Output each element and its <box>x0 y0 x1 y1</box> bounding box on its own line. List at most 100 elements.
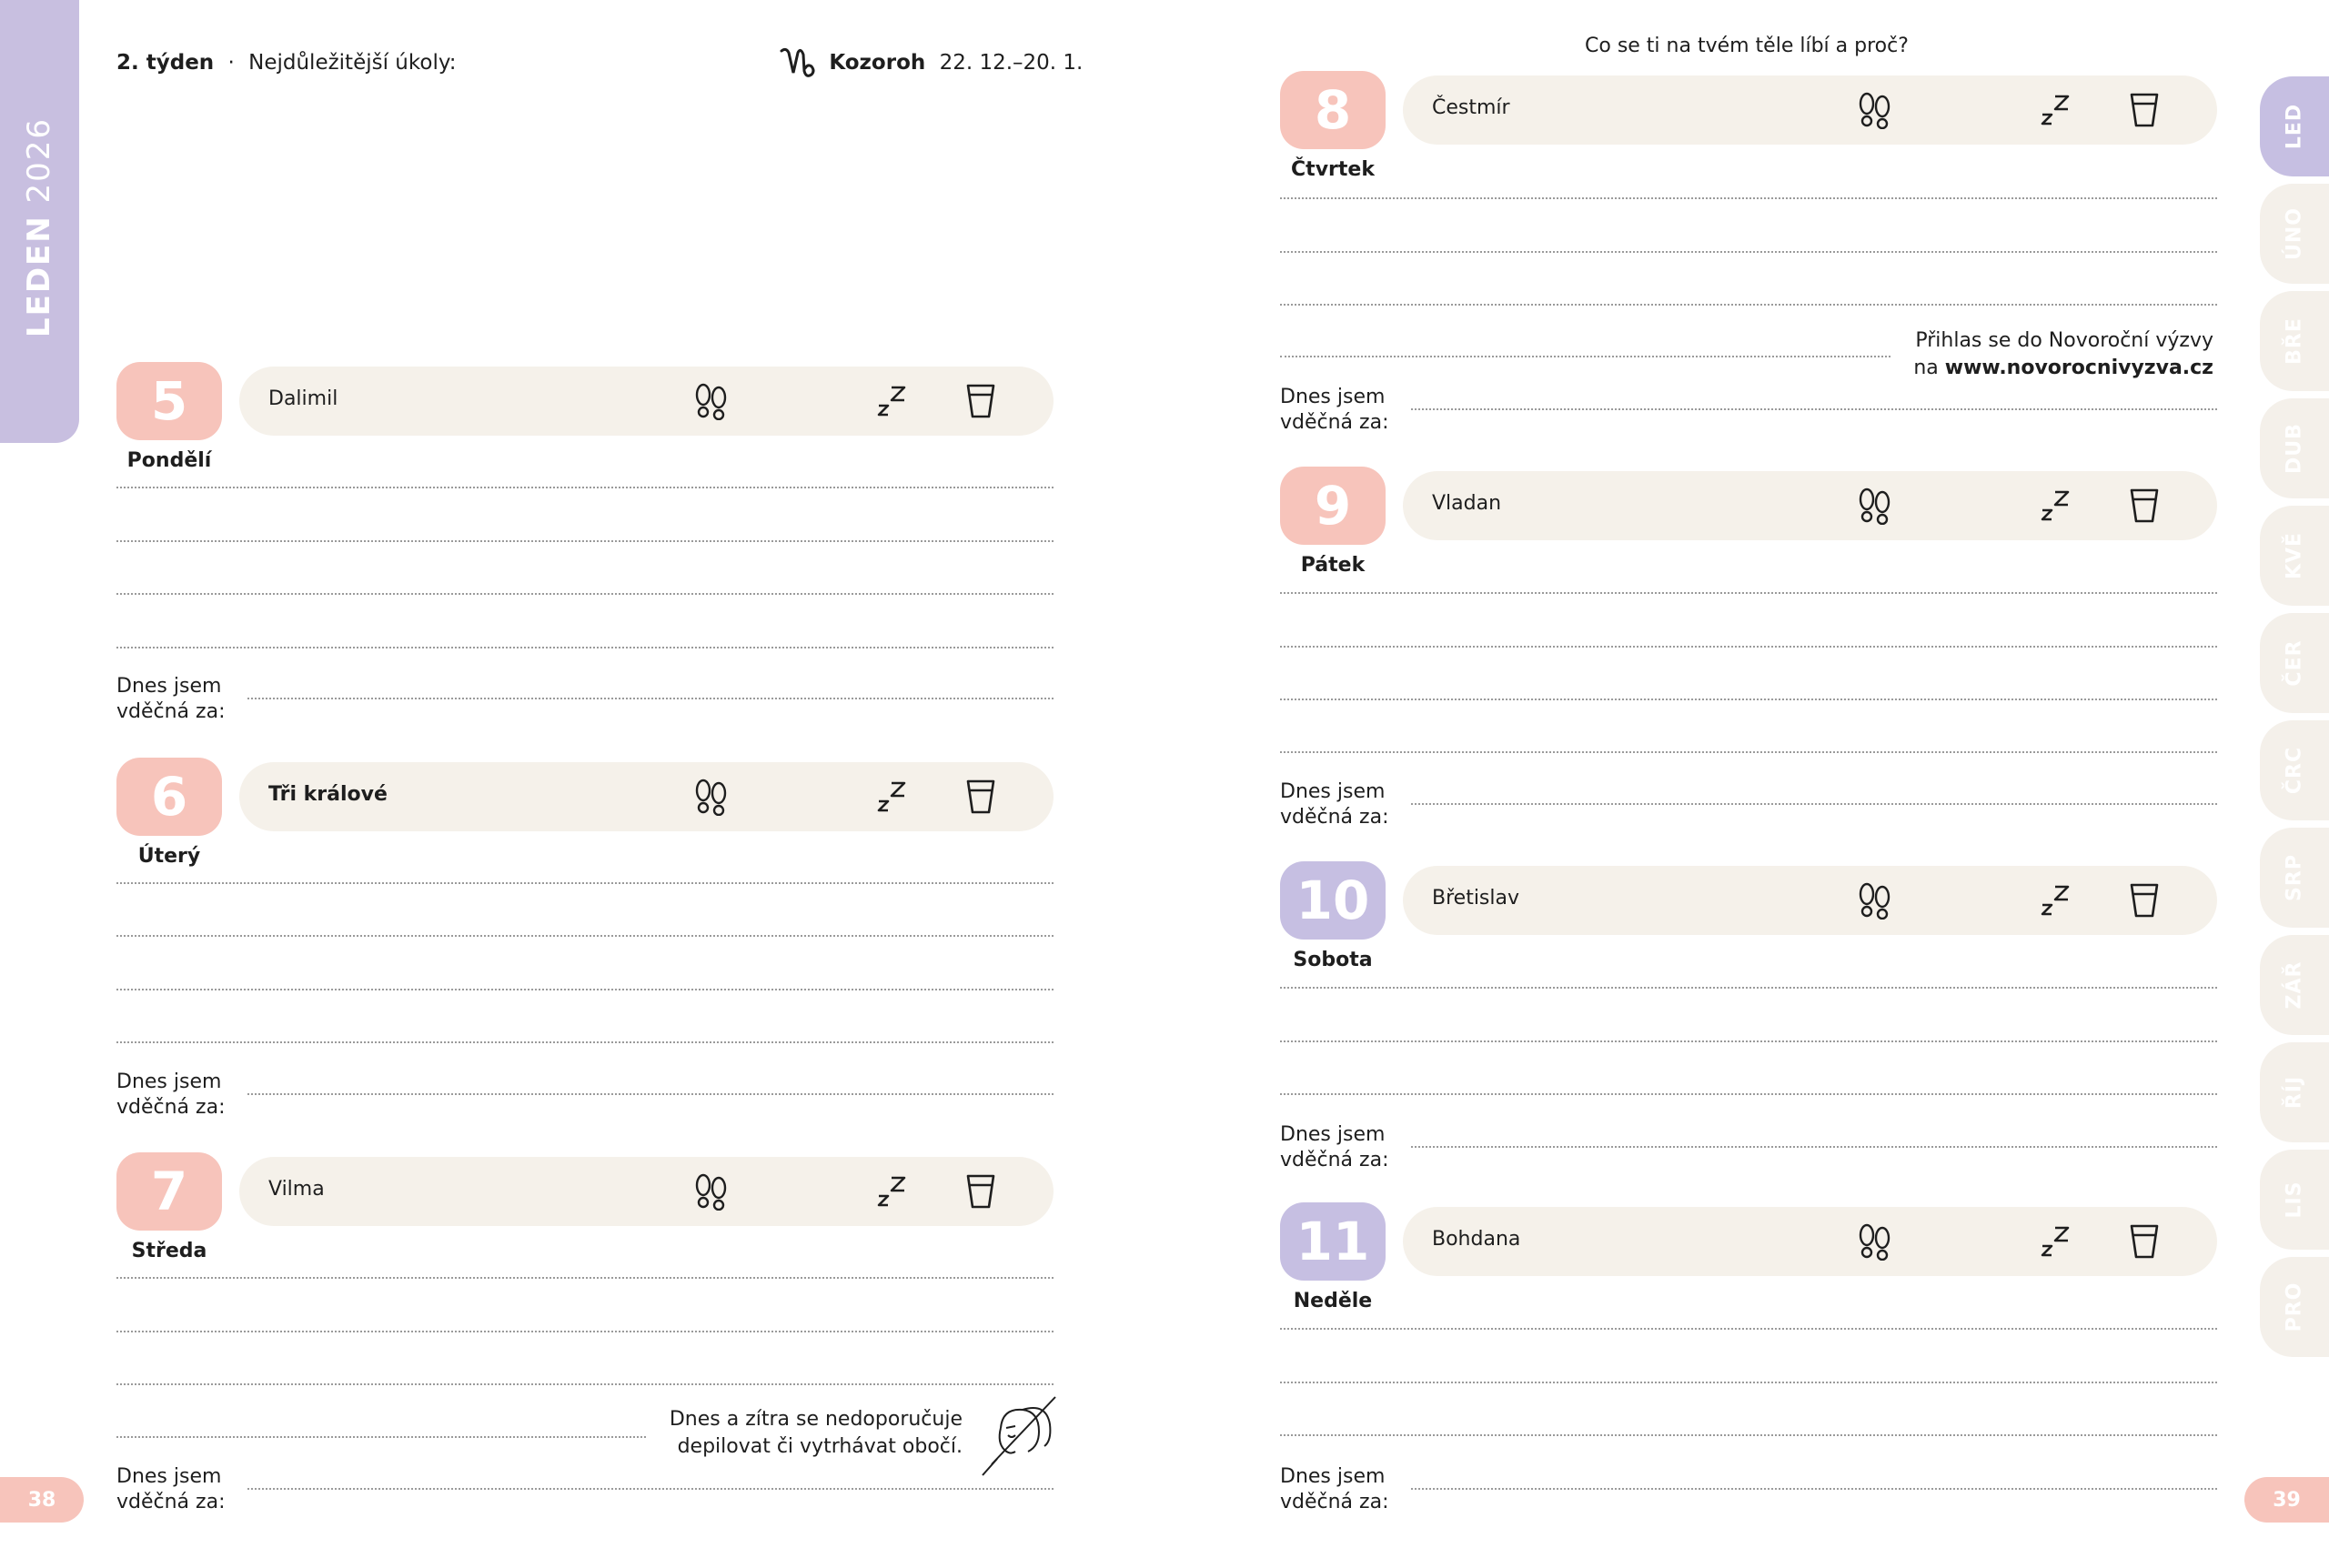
water-glass-icon[interactable] <box>2128 881 2161 923</box>
note-line[interactable] <box>116 487 1054 488</box>
gratitude-line[interactable] <box>1411 803 2217 805</box>
month-tab-label: KVĚ <box>2283 531 2306 580</box>
month-tab-9[interactable]: ŘÍJ <box>2260 1042 2329 1142</box>
note-line[interactable] <box>116 1277 1054 1279</box>
month-tab-label: BŘE <box>2283 317 2306 365</box>
month-tab-11[interactable]: PRO <box>2260 1257 2329 1357</box>
nameday-label: Vladan <box>1432 492 1502 515</box>
sleep-zzz-icon[interactable] <box>873 382 910 424</box>
page-number-left: 38 <box>0 1477 84 1523</box>
page-number-right: 39 <box>2244 1477 2329 1523</box>
note-line[interactable] <box>1280 1434 2217 1436</box>
note-line[interactable] <box>116 1041 1054 1043</box>
separator: · <box>227 51 235 75</box>
day-name: Neděle <box>1293 1290 1373 1312</box>
day-number: 6 <box>116 758 222 836</box>
note-line[interactable] <box>116 1331 1054 1332</box>
water-glass-icon[interactable] <box>964 1172 997 1214</box>
day-tracker-bar: Břetislav <box>1403 866 2217 935</box>
note-line[interactable] <box>116 1383 1054 1385</box>
footprints-icon[interactable] <box>1857 487 1893 528</box>
note-line[interactable] <box>116 989 1054 990</box>
tasks-label: Nejdůležitější úkoly: <box>248 51 457 75</box>
note-line[interactable] <box>1280 1382 2217 1383</box>
water-glass-icon[interactable] <box>964 778 997 819</box>
month-tab-7[interactable]: SRP <box>2260 828 2329 928</box>
day-name: Úterý <box>137 845 201 868</box>
day-number: 5 <box>116 362 222 440</box>
gratitude-label: Dnes jsem vděčná za: <box>1280 1465 1389 1513</box>
note-line[interactable] <box>116 1436 646 1438</box>
month-tab-label: ÚNO <box>2283 207 2306 260</box>
note-line[interactable] <box>1280 304 2217 306</box>
month-tab-5[interactable]: ČER <box>2260 613 2329 713</box>
footprints-icon[interactable] <box>693 778 730 819</box>
note-line[interactable] <box>1280 592 2217 594</box>
week-label: 2. týden <box>116 51 215 75</box>
sleep-zzz-icon[interactable] <box>2037 881 2073 923</box>
month-tab-1[interactable]: ÚNO <box>2260 184 2329 284</box>
water-glass-icon[interactable] <box>2128 1222 2161 1264</box>
gratitude-label: Dnes jsem vděčná za: <box>1280 386 1389 434</box>
gratitude-line[interactable] <box>1411 408 2217 410</box>
brow-tip: Dnes a zítra se nedoporučuje depilovat č… <box>637 1406 963 1461</box>
month-tab-4[interactable]: KVĚ <box>2260 506 2329 606</box>
sleep-zzz-icon[interactable] <box>2037 1222 2073 1264</box>
note-line[interactable] <box>116 540 1054 542</box>
day-name: Pondělí <box>126 449 212 472</box>
note-line[interactable] <box>1280 699 2217 700</box>
note-line[interactable] <box>1280 1040 2217 1042</box>
water-glass-icon[interactable] <box>2128 487 2161 528</box>
note-line[interactable] <box>116 593 1054 595</box>
note-line[interactable] <box>1280 197 2217 199</box>
month-tab-0[interactable]: LED <box>2260 76 2329 176</box>
challenge-url[interactable]: www.novorocnivyzva.cz <box>1944 357 2213 379</box>
note-line[interactable] <box>116 882 1054 884</box>
month-tab-10[interactable]: LIS <box>2260 1150 2329 1250</box>
note-line[interactable] <box>1280 751 2217 753</box>
gratitude-line[interactable] <box>1411 1146 2217 1148</box>
footprints-icon[interactable] <box>693 1172 730 1214</box>
note-line[interactable] <box>116 935 1054 937</box>
note-line[interactable] <box>1280 1093 2217 1095</box>
gratitude-label: Dnes jsem vděčná za: <box>116 1070 226 1119</box>
day-name: Pátek <box>1300 554 1366 577</box>
water-glass-icon[interactable] <box>964 382 997 424</box>
month-tab-8[interactable]: ZÁŘ <box>2260 935 2329 1035</box>
nameday-label: Tři králové <box>268 783 388 806</box>
note-line[interactable] <box>1280 646 2217 648</box>
month-tab-label: ZÁŘ <box>2283 960 2306 1010</box>
day-name: Středa <box>131 1240 207 1262</box>
month-tab-6[interactable]: ČRC <box>2260 720 2329 820</box>
gratitude-line[interactable] <box>247 1488 1054 1490</box>
tip-right-line-2: na www.novorocnivyzva.cz <box>1913 357 2213 379</box>
day-number: 9 <box>1280 467 1386 545</box>
water-glass-icon[interactable] <box>2128 91 2161 133</box>
note-line[interactable] <box>1280 356 1890 357</box>
month-tab-3[interactable]: DUB <box>2260 398 2329 498</box>
sleep-zzz-icon[interactable] <box>2037 487 2073 528</box>
footprints-icon[interactable] <box>1857 881 1893 923</box>
zodiac-block: Kozoroh 22. 12.–20. 1. <box>779 44 1083 82</box>
nameday-label: Břetislav <box>1432 887 1520 910</box>
note-line[interactable] <box>1280 251 2217 253</box>
footprints-icon[interactable] <box>1857 1222 1893 1264</box>
gratitude-line[interactable] <box>247 698 1054 699</box>
month-tab-2[interactable]: BŘE <box>2260 291 2329 391</box>
capricorn-icon <box>780 47 815 77</box>
tip-line-1: Dnes a zítra se nedoporučuje <box>669 1408 963 1431</box>
footprints-icon[interactable] <box>1857 91 1893 133</box>
note-line[interactable] <box>1280 987 2217 989</box>
nameday-label: Dalimil <box>268 387 338 410</box>
reflection-question: Co se ti na tvém těle líbí a proč? <box>1585 35 1909 57</box>
gratitude-line[interactable] <box>247 1093 1054 1095</box>
month-tab-label: ČRC <box>2283 746 2306 795</box>
note-line[interactable] <box>116 647 1054 648</box>
note-line[interactable] <box>1280 1328 2217 1330</box>
sleep-zzz-icon[interactable] <box>873 1172 910 1214</box>
sleep-zzz-icon[interactable] <box>873 778 910 819</box>
nameday-label: Čestmír <box>1432 96 1510 119</box>
sleep-zzz-icon[interactable] <box>2037 91 2073 133</box>
gratitude-line[interactable] <box>1411 1488 2217 1490</box>
footprints-icon[interactable] <box>693 382 730 424</box>
